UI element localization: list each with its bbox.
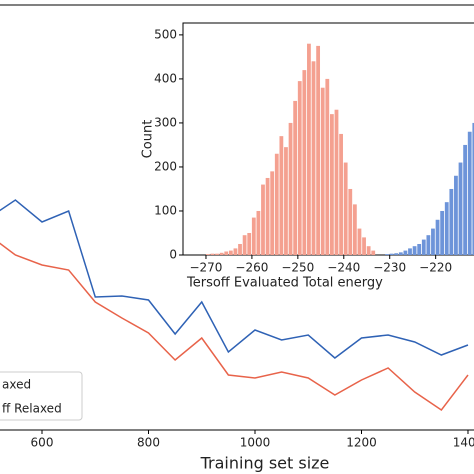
hist-bar: [270, 171, 275, 255]
hist-bar: [238, 243, 242, 255]
hist-bar: [265, 177, 270, 255]
hist-bar: [458, 162, 463, 255]
hist-bar: [215, 253, 219, 255]
hist-bar: [302, 70, 307, 255]
hist-bar: [352, 204, 357, 255]
hist-bar: [320, 87, 325, 255]
legend: axed ff Relaxed: [0, 371, 83, 421]
x-tick-label: −260: [235, 261, 268, 275]
x-axis-label: Training set size: [200, 454, 330, 473]
inset-x-label: Tersoff Evaluated Total energy: [186, 276, 383, 291]
x-tick-label: −240: [327, 261, 360, 275]
hist-bar: [219, 252, 224, 255]
hist-bar: [444, 202, 449, 255]
legend-label: ff Relaxed: [2, 402, 62, 416]
inset-y-label: Count: [141, 120, 156, 159]
inset-bars: [205, 43, 474, 255]
y-tick-label: 300: [154, 115, 177, 129]
hist-bar: [431, 228, 435, 255]
hist-bar: [417, 243, 422, 255]
y-tick-label: 400: [154, 71, 177, 85]
hist-bar: [472, 122, 474, 255]
hist-bar: [389, 253, 394, 255]
hist-bar: [228, 250, 233, 255]
y-tick-label: 200: [154, 159, 177, 173]
hist-bar: [362, 237, 366, 255]
hist-bar: [421, 239, 426, 255]
hist-bar: [210, 253, 215, 255]
x-tick-label: 800: [137, 436, 160, 450]
hist-bar: [297, 81, 302, 255]
hist-bar: [311, 61, 316, 255]
hist-bar: [467, 131, 472, 255]
hist-bar: [385, 254, 389, 255]
hist-bar: [426, 235, 431, 255]
hist-bar: [449, 188, 454, 255]
hist-bar: [371, 250, 376, 255]
hist-bar: [261, 184, 265, 255]
hist-bar: [293, 100, 298, 255]
hist-bar: [463, 144, 468, 255]
x-tick-label: 1400: [453, 436, 474, 450]
x-tick-label: 1000: [240, 436, 271, 450]
hist-bar: [357, 228, 362, 255]
hist-bar: [279, 136, 284, 255]
hist-bar: [247, 232, 252, 255]
hist-bar: [343, 162, 348, 255]
x-tick-label: −250: [281, 261, 314, 275]
hist-bar: [233, 248, 238, 255]
hist-bar: [284, 147, 288, 255]
hist-bar: [288, 122, 293, 255]
hist-bar: [339, 133, 343, 255]
y-tick-label: 0: [169, 248, 177, 262]
hist-bar: [435, 219, 440, 255]
hist-bar: [366, 246, 371, 255]
hist-bar: [394, 253, 399, 255]
hist-bar: [398, 252, 403, 255]
x-tick-label: −270: [189, 261, 222, 275]
series-line: [0, 199, 469, 359]
series-line: [0, 242, 469, 412]
hist-bar: [348, 188, 353, 255]
y-tick-label: 100: [154, 203, 177, 217]
hist-bar: [325, 78, 330, 255]
legend-label: axed: [2, 378, 31, 392]
y-tick-label: 500: [154, 27, 177, 41]
hist-bar: [224, 251, 229, 255]
hist-bar: [412, 246, 417, 255]
hist-bar: [330, 114, 334, 255]
hist-bar: [205, 254, 210, 255]
hist-bar: [403, 250, 408, 255]
hist-bar: [440, 210, 445, 255]
hist-bar: [251, 217, 256, 255]
hist-bar: [307, 43, 311, 255]
hist-bar: [454, 175, 458, 255]
hist-bar: [334, 109, 339, 255]
x-tick-label: 600: [31, 436, 54, 450]
x-tick-label: 1200: [346, 436, 377, 450]
hist-bar: [242, 235, 247, 255]
hist-bar: [316, 45, 321, 255]
x-tick-label: −230: [373, 261, 406, 275]
hist-bar: [256, 210, 261, 255]
hist-bar: [408, 248, 412, 255]
x-tick-label: −220: [419, 261, 452, 275]
legend-box: [0, 371, 83, 421]
hist-bar: [274, 153, 279, 255]
